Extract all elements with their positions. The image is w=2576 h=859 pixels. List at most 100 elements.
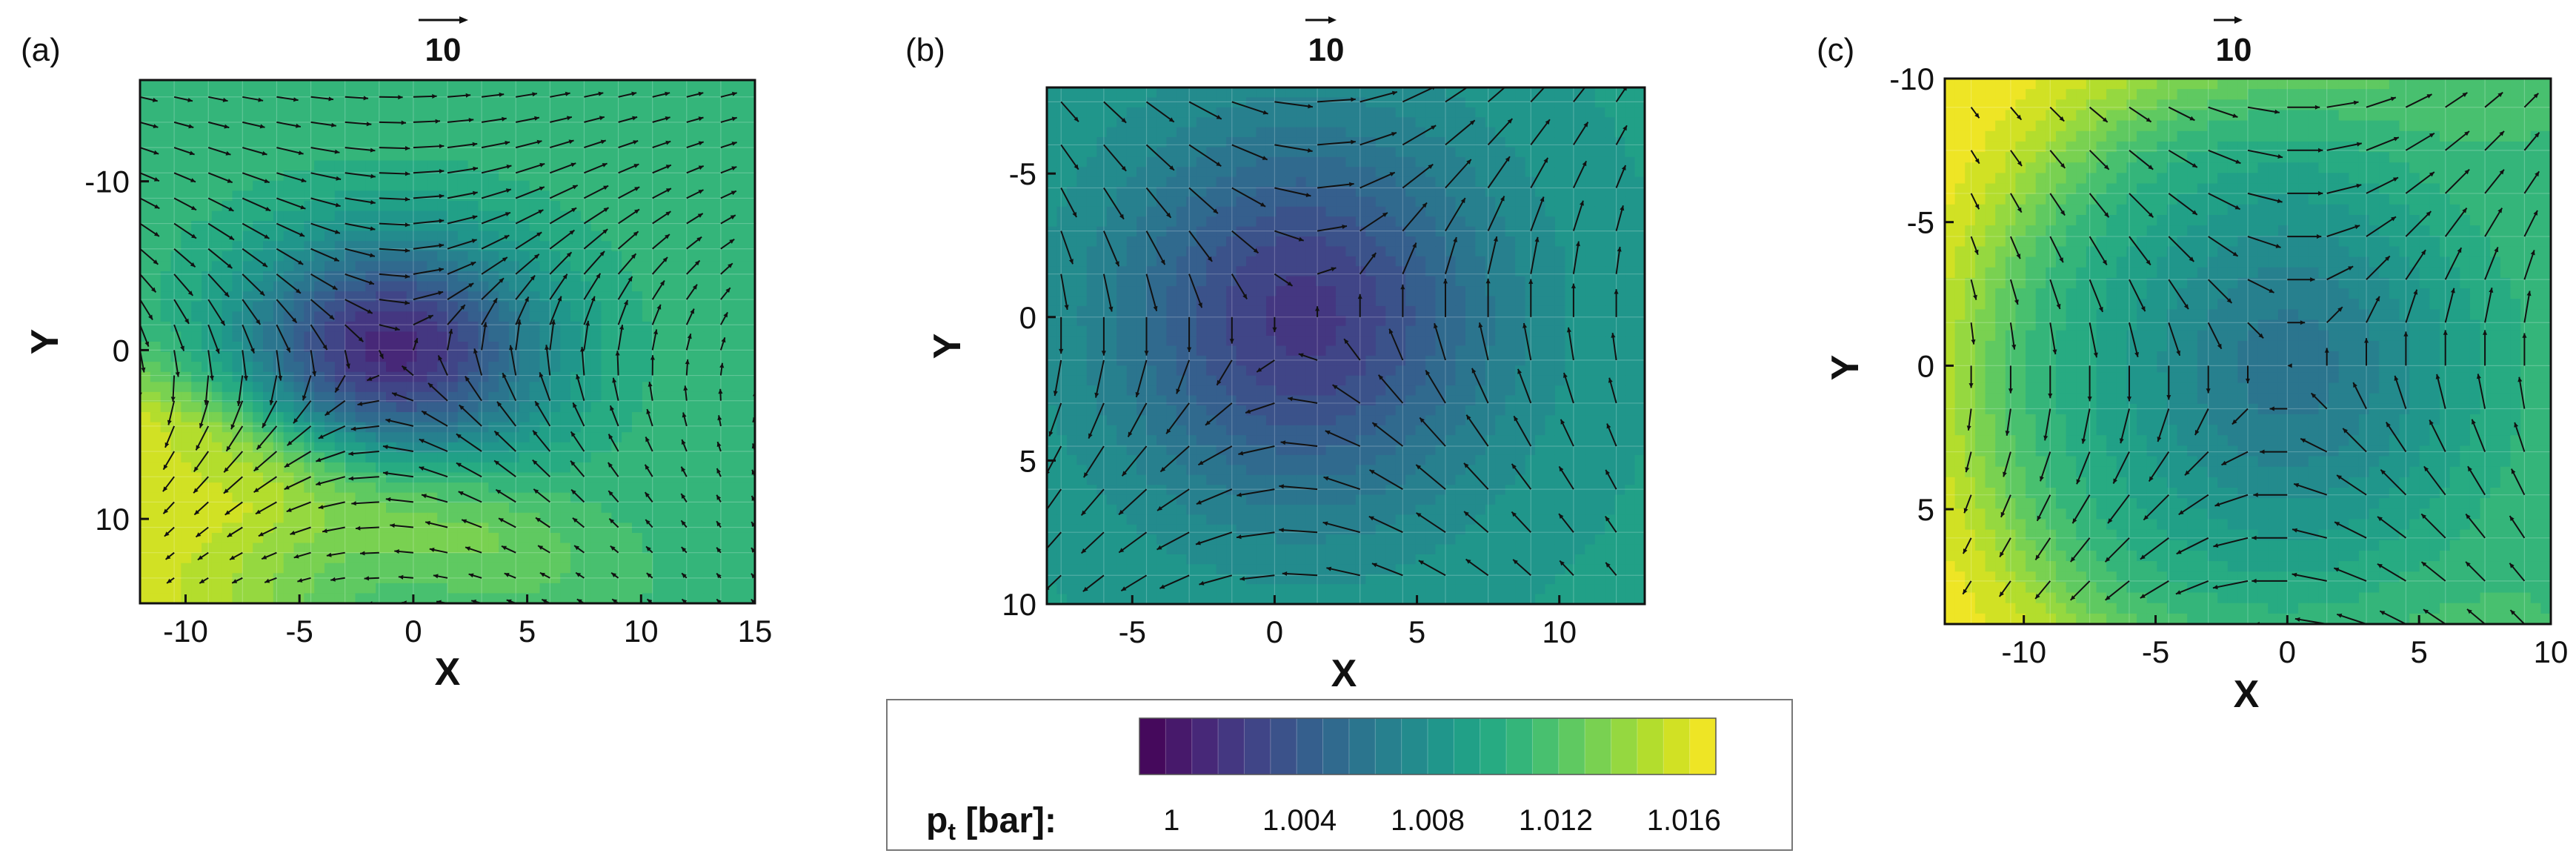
contour-cell-a xyxy=(232,371,244,383)
contour-cell-a xyxy=(191,422,202,433)
contour-cell-a xyxy=(529,130,541,142)
contour-cell-a xyxy=(406,140,418,151)
velocity-arrowhead-a xyxy=(682,599,688,603)
contour-cell-b xyxy=(1116,97,1128,108)
contour-cell-a xyxy=(734,412,745,423)
velocity-arrowhead-a xyxy=(134,603,139,607)
contour-cell-b xyxy=(1316,127,1327,138)
contour-cell-a xyxy=(683,281,694,292)
contour-cell-a xyxy=(150,563,162,574)
contour-cell-a xyxy=(222,311,233,322)
contour-cell-a xyxy=(467,563,479,574)
contour-cell-a xyxy=(488,331,499,342)
contour-cell-a xyxy=(662,432,674,443)
contour-cell-b xyxy=(1465,147,1477,158)
velocity-arrowhead-a xyxy=(685,359,690,365)
contour-cell-b xyxy=(1375,117,1386,128)
contour-cell-a xyxy=(416,442,428,454)
contour-cell-a xyxy=(478,160,490,171)
contour-cell-a xyxy=(386,532,397,544)
contour-cell-a xyxy=(211,100,223,111)
contour-cell-b xyxy=(1276,107,1287,118)
contour-cell-b xyxy=(1395,137,1406,148)
contour-cell-b xyxy=(1136,187,1148,198)
contour-cell-a xyxy=(181,563,192,574)
contour-cell-a xyxy=(580,523,592,534)
contour-cell-a xyxy=(724,402,736,413)
contour-cell-b xyxy=(1106,156,1117,168)
contour-cell-a xyxy=(703,331,715,342)
contour-cell-a xyxy=(457,452,469,463)
contour-cell-a xyxy=(365,80,376,91)
contour-cell-b xyxy=(1495,236,1506,248)
contour-cell-a xyxy=(396,150,407,162)
reference-vector-a: 10 xyxy=(419,16,468,68)
contour-cell-a xyxy=(406,563,418,574)
contour-cell-b xyxy=(1076,97,1088,108)
contour-cell-a xyxy=(334,462,346,474)
contour-cell-a xyxy=(590,532,602,544)
contour-cell-a xyxy=(150,503,162,514)
contour-cell-a xyxy=(570,351,582,362)
contour-cell-a xyxy=(293,140,305,151)
contour-cell-a xyxy=(273,342,284,353)
contour-cell-b xyxy=(1625,117,1636,128)
contour-cell-a xyxy=(652,432,664,443)
contour-cell-a xyxy=(191,311,202,322)
contour-cell-a xyxy=(632,422,643,433)
contour-cell-a xyxy=(499,342,510,353)
contour-cell-a xyxy=(560,351,571,362)
velocity-arrowhead-a xyxy=(438,291,444,296)
contour-cell-a xyxy=(622,150,633,162)
velocity-vector-a xyxy=(754,147,755,148)
contour-cell-a xyxy=(273,523,284,534)
contour-cell-b xyxy=(1625,127,1636,138)
contour-cell-a xyxy=(703,140,715,151)
contour-cell-a xyxy=(570,110,582,122)
contour-cell-a xyxy=(211,382,223,393)
contour-cell-a xyxy=(673,442,684,454)
contour-cell-a xyxy=(437,583,448,594)
contour-cell-b xyxy=(1136,137,1148,148)
velocity-arrowhead-a xyxy=(599,116,605,121)
contour-cell-a xyxy=(478,90,490,101)
contour-cell-a xyxy=(293,321,305,333)
contour-cell-b xyxy=(1435,187,1446,198)
contour-cell-b xyxy=(1594,226,1605,237)
velocity-arrowhead-a xyxy=(357,401,363,406)
contour-cell-a xyxy=(745,261,755,272)
contour-cell-a xyxy=(560,553,571,564)
contour-cell-b xyxy=(1415,216,1426,228)
velocity-vector-a xyxy=(549,229,576,250)
contour-cell-a xyxy=(345,90,356,101)
contour-cell-a xyxy=(140,200,151,212)
contour-cell-a xyxy=(376,331,387,342)
contour-cell-a xyxy=(590,442,602,454)
contour-cell-a xyxy=(293,271,305,282)
contour-cell-a xyxy=(263,573,274,584)
contour-cell-a xyxy=(355,351,367,362)
contour-cell-a xyxy=(539,452,551,463)
contour-cell-a xyxy=(160,321,172,333)
contour-cell-a xyxy=(622,382,633,393)
contour-cell-a xyxy=(416,331,428,342)
contour-cell-a xyxy=(181,492,192,503)
contour-cell-a xyxy=(539,241,551,252)
contour-cell-a xyxy=(478,100,490,111)
contour-cell-a xyxy=(325,321,336,333)
contour-cell-b xyxy=(1166,216,1177,228)
contour-cell-a xyxy=(334,261,346,272)
contour-cell-a xyxy=(170,261,182,272)
contour-cell-b xyxy=(1176,206,1187,217)
contour-cell-a xyxy=(683,100,694,111)
contour-cell-a xyxy=(283,241,295,252)
contour-cell-a xyxy=(283,110,295,122)
contour-cell-b xyxy=(1475,97,1486,108)
contour-cell-b xyxy=(1047,167,1058,178)
contour-cell-a xyxy=(478,261,490,272)
contour-cell-a xyxy=(202,342,213,353)
contour-cell-a xyxy=(416,130,428,142)
contour-cell-b xyxy=(1475,236,1486,248)
contour-cell-b xyxy=(1106,137,1117,148)
contour-cell-a xyxy=(683,362,694,373)
